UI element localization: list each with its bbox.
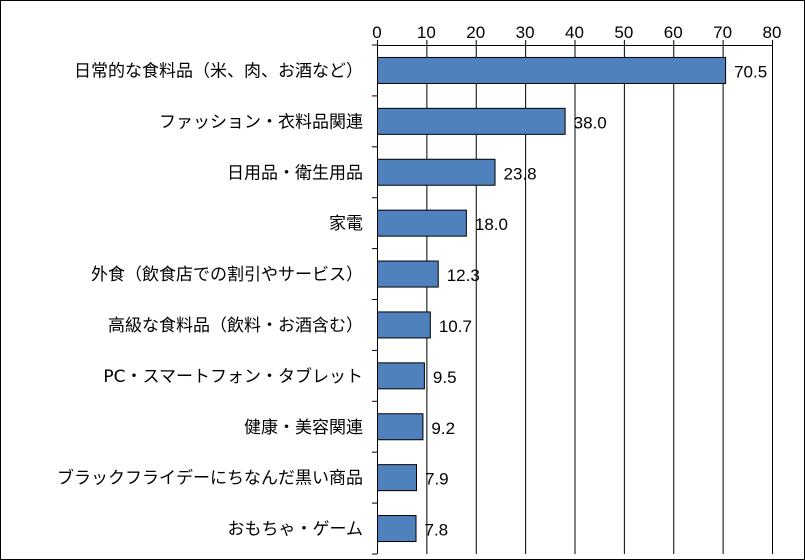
bar (377, 260, 439, 288)
bar (377, 362, 425, 390)
category-label: PC・スマートフォン・タブレット (103, 366, 363, 387)
category-label: 健康・美容関連 (244, 418, 363, 438)
category-label: 日用品・衛生用品 (227, 163, 363, 183)
category-label: 高級な食料品（飲料・お酒含む） (108, 316, 363, 336)
bar (377, 158, 496, 186)
data-label: 7.9 (425, 470, 449, 489)
data-label: 18.0 (475, 215, 508, 234)
data-labels: 70.5 38.0 23.8 18.0 12.3 10.7 9.5 9.2 7.9 7.8 (425, 62, 768, 539)
bar (377, 515, 417, 543)
axes (372, 40, 773, 555)
data-label: 23.8 (504, 164, 537, 183)
category-label: 家電 (329, 214, 363, 234)
category-label: ファッション・衣料品関連 (159, 112, 363, 132)
x-axis-ticks: 0 10 20 30 40 50 60 70 80 (372, 23, 781, 42)
data-label: 9.2 (431, 419, 455, 438)
category-labels: 日常的な食料品（米、肉、お酒など） ファッション・衣料品関連日用品・衛生用品家電外… (57, 61, 363, 539)
data-label: 38.0 (574, 113, 607, 132)
category-label: ブラックフライデーにちなんだ黒い商品 (57, 468, 363, 489)
x-tick-label: 20 (466, 23, 485, 42)
x-tick-label: 60 (664, 23, 683, 42)
data-label: 9.5 (433, 368, 457, 387)
bar (377, 107, 566, 135)
bar (377, 209, 467, 237)
category-label: おもちゃ・ゲーム (228, 520, 364, 540)
data-label: 70.5 (734, 62, 767, 81)
bar (377, 311, 431, 339)
data-label: 10.7 (439, 317, 472, 336)
category-label: 外食（飲食店での割引やサービス） (91, 265, 363, 285)
x-tick-label: 80 (763, 23, 782, 42)
x-tick-label: 10 (417, 23, 436, 42)
x-tick-label: 0 (372, 23, 381, 42)
x-tick-label: 40 (565, 23, 584, 42)
x-tick-label: 30 (516, 23, 535, 42)
data-label: 12.3 (447, 266, 480, 285)
x-tick-label: 70 (713, 23, 732, 42)
bar (377, 464, 418, 492)
data-label: 7.8 (425, 521, 449, 540)
bar (377, 413, 424, 441)
x-tick-label: 50 (614, 23, 633, 42)
category-label: 日常的な食料品（米、肉、お酒など） (74, 61, 363, 81)
bar (377, 56, 727, 84)
